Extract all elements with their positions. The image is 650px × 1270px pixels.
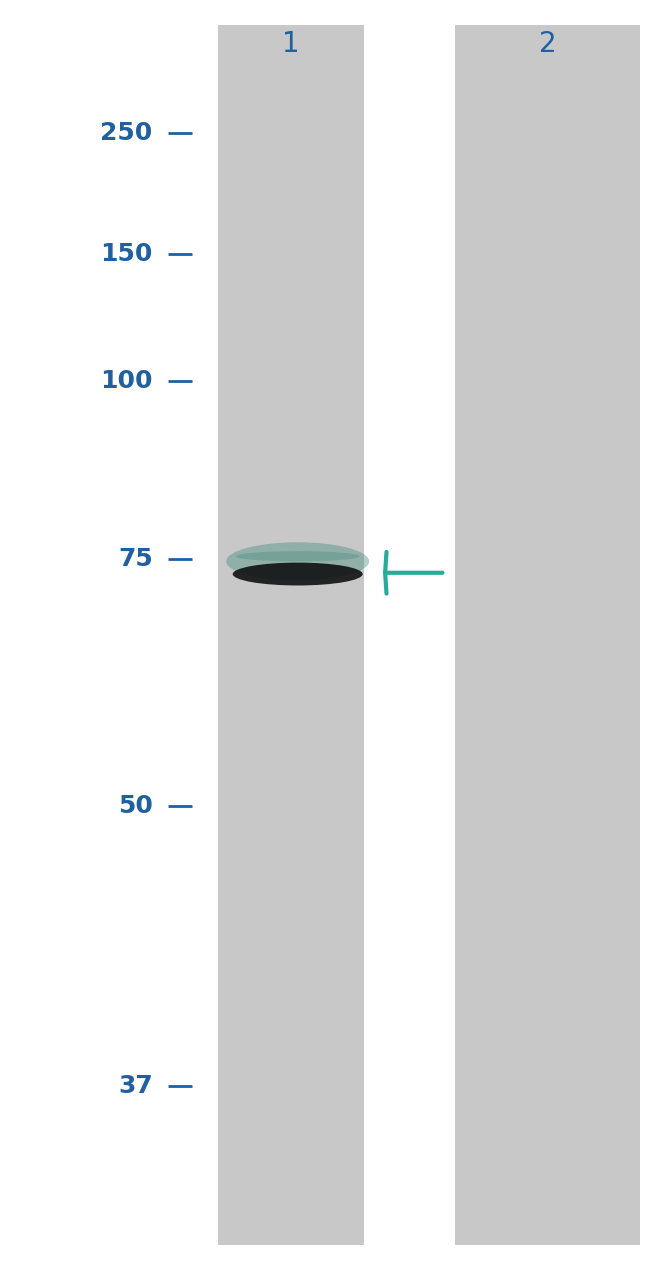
Text: 75: 75 — [118, 547, 153, 570]
Ellipse shape — [233, 563, 363, 585]
Text: 37: 37 — [118, 1074, 153, 1097]
Ellipse shape — [236, 551, 359, 561]
Bar — [218, 25, 364, 1245]
Text: 50: 50 — [118, 795, 153, 818]
Bar — [455, 25, 640, 1245]
Text: 150: 150 — [100, 243, 153, 265]
Text: 100: 100 — [100, 370, 153, 392]
Text: 2: 2 — [539, 30, 557, 58]
Text: 1: 1 — [282, 30, 300, 58]
Ellipse shape — [226, 542, 369, 580]
Text: 250: 250 — [101, 122, 153, 145]
